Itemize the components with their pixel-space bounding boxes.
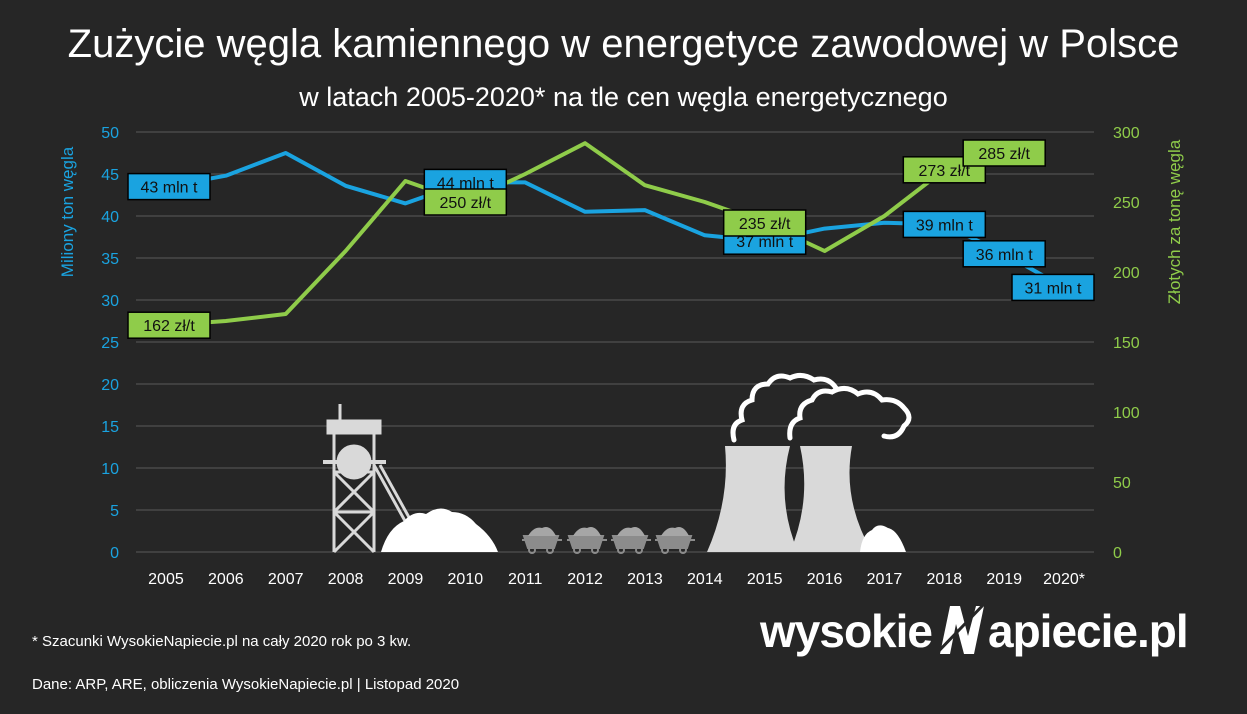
x-tick-label: 2016 <box>807 571 843 588</box>
x-tick-label: 2012 <box>567 571 603 588</box>
x-tick-label: 2015 <box>747 571 783 588</box>
data-label-box <box>127 311 211 339</box>
y-left-tick-label: 15 <box>101 419 119 436</box>
data-label-box <box>423 188 508 216</box>
brand-logo: wysokie apiecie.pl <box>760 600 1189 664</box>
cart-wheel <box>661 546 669 554</box>
source-note: Dane: ARP, ARE, obliczenia WysokieNapiec… <box>32 676 460 693</box>
left-axis: 0 5 10 15 20 25 30 35 40 45 50 <box>101 125 119 562</box>
cart-body <box>611 535 649 549</box>
y-right-tick-label: 200 <box>1113 265 1140 282</box>
data-label-box <box>722 209 807 237</box>
x-tick-label: 2018 <box>927 571 963 588</box>
logo-text-left: wysokie <box>760 605 933 657</box>
data-label-consumption: 31 mln t <box>1011 273 1095 302</box>
footnote: * Szacunki WysokieNapiecie.pl na cały 20… <box>32 633 412 650</box>
cart-coal <box>528 527 556 536</box>
data-label-text: 36 mln t <box>976 247 1033 264</box>
coal-industry-illustration <box>323 372 912 554</box>
cart-body <box>522 535 560 549</box>
chart-subtitle: w latach 2005-2020* na tle cen węgla ene… <box>299 82 948 112</box>
x-tick-label: 2020* <box>1043 571 1085 588</box>
cart-wheel <box>573 546 581 554</box>
data-label-text: 250 zł/t <box>440 195 492 212</box>
data-label-text: 285 zł/t <box>978 146 1030 163</box>
y-right-tick-label: 100 <box>1113 405 1140 422</box>
x-tick-label: 2017 <box>867 571 903 588</box>
cart-body <box>655 535 693 549</box>
cart-wheel <box>617 546 625 554</box>
data-label-text: 273 zł/t <box>919 163 971 180</box>
cart-wheel <box>546 546 554 554</box>
data-label-price: 235 zł/t <box>722 209 807 237</box>
chart-title: Zużycie węgla kamiennego w energetyce za… <box>67 22 1180 66</box>
x-tick-label: 2007 <box>268 571 304 588</box>
series-line-price <box>163 141 1007 328</box>
y-axis-right-label: Złotych za tonę węgla <box>1165 139 1184 304</box>
data-label-text: 39 mln t <box>916 217 973 234</box>
data-label-text: 44 mln t <box>437 175 494 192</box>
y-left-tick-label: 45 <box>101 167 119 184</box>
y-left-tick-label: 25 <box>101 335 119 352</box>
data-label-consumption: 36 mln t <box>962 240 1046 268</box>
x-tick-label: 2006 <box>208 571 244 588</box>
cart-wheel <box>679 546 687 554</box>
x-tick-label: 2010 <box>448 571 484 588</box>
data-label-box <box>127 172 211 201</box>
cart-coal <box>661 527 689 536</box>
data-label-text: 235 zł/t <box>739 216 791 233</box>
y-left-tick-label: 10 <box>101 461 119 478</box>
data-label-text: 162 zł/t <box>143 318 195 335</box>
data-label-box <box>962 139 1046 167</box>
y-left-tick-label: 50 <box>101 125 119 142</box>
x-tick-label: 2019 <box>986 571 1022 588</box>
y-left-tick-label: 20 <box>101 377 119 394</box>
data-label-consumption: 43 mln t <box>127 172 211 201</box>
cooling-towers-icon <box>707 372 912 552</box>
y-left-tick-label: 35 <box>101 251 119 268</box>
x-tick-label: 2014 <box>687 571 723 588</box>
cart-wheel <box>635 546 643 554</box>
mine-tower-icon <box>323 404 418 554</box>
data-labels: 43 mln t 44 mln t 37 mln t 39 mln t36 mln t… <box>127 139 1095 339</box>
data-label-price: 250 zł/t <box>423 188 508 216</box>
data-label-box <box>962 240 1046 268</box>
cart-body <box>567 535 605 549</box>
logo-text-right: apiecie.pl <box>988 605 1189 657</box>
data-label-price: 285 zł/t <box>962 139 1046 167</box>
y-right-tick-label: 300 <box>1113 125 1140 142</box>
y-right-tick-label: 250 <box>1113 195 1140 212</box>
right-axis: 0 50 100 150 200 250 300 <box>1113 125 1140 562</box>
cart-wheel <box>591 546 599 554</box>
y-left-tick-label: 30 <box>101 293 119 310</box>
grid-lines <box>136 131 1094 553</box>
x-tick-label: 2009 <box>388 571 424 588</box>
x-tick-label: 2011 <box>508 571 543 588</box>
data-label-consumption: 39 mln t <box>902 210 987 239</box>
x-tick-label: 2008 <box>328 571 364 588</box>
x-tick-label: 2005 <box>148 571 184 588</box>
data-label-text: 37 mln t <box>736 234 793 251</box>
y-left-tick-label: 5 <box>110 503 119 520</box>
y-axis-left-label: Miliony ton węgla <box>58 146 77 277</box>
lightning-n-icon <box>932 600 988 658</box>
y-right-tick-label: 0 <box>1113 545 1122 562</box>
cart-coal <box>617 527 645 536</box>
y-right-tick-label: 150 <box>1113 335 1140 352</box>
data-label-text: 43 mln t <box>141 180 198 197</box>
data-label-text: 31 mln t <box>1025 280 1082 297</box>
mine-carts-icon <box>522 527 695 554</box>
x-axis: 2005 2006 2007 2008 2009 2010 2011 2012 2013 2014… <box>148 571 1085 588</box>
y-left-tick-label: 40 <box>101 209 119 226</box>
data-label-price: 162 zł/t <box>127 311 211 339</box>
cart-wheel <box>528 546 536 554</box>
x-tick-label: 2013 <box>627 571 663 588</box>
coal-heap-icon <box>381 508 498 552</box>
data-label-box <box>1011 273 1095 302</box>
y-left-tick-label: 0 <box>110 545 119 562</box>
y-right-tick-label: 50 <box>1113 475 1131 492</box>
data-label-box <box>902 210 987 239</box>
cart-coal <box>573 527 601 536</box>
